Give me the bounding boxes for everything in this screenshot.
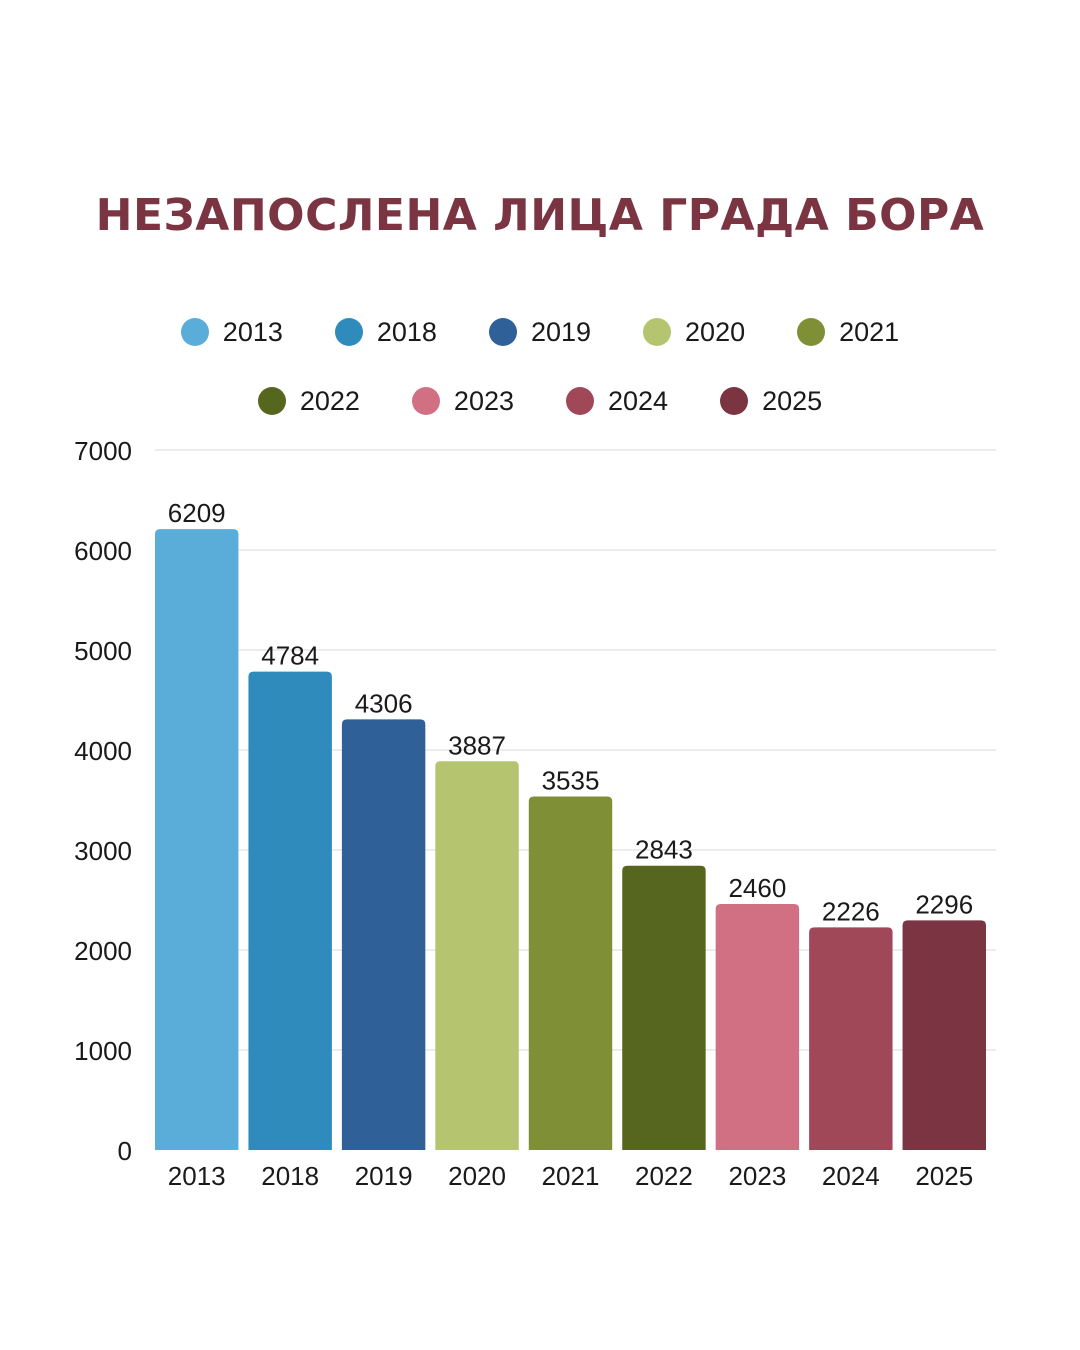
legend-label-2013: 2013 bbox=[222, 316, 283, 347]
data-label-2019: 4306 bbox=[355, 688, 413, 718]
legend-label-2024: 2024 bbox=[608, 385, 669, 416]
bar-2018 bbox=[248, 671, 332, 1150]
y-tick-label-1000: 1000 bbox=[74, 1036, 132, 1066]
y-tick-label-5000: 5000 bbox=[74, 636, 132, 666]
legend-item-2020: 2020 bbox=[643, 314, 745, 350]
x-tick-label-2022: 2022 bbox=[635, 1161, 693, 1191]
y-tick-label-0: 0 bbox=[118, 1136, 132, 1166]
bar-2024 bbox=[809, 927, 893, 1150]
legend-swatch-2013 bbox=[180, 318, 209, 346]
legend-item-2019: 2019 bbox=[488, 314, 592, 350]
bar-2019 bbox=[341, 719, 426, 1150]
legend-swatch-2025 bbox=[720, 387, 749, 415]
x-tick-label-2023: 2023 bbox=[728, 1161, 786, 1191]
bar-2022 bbox=[622, 865, 706, 1150]
legend-item-2021: 2021 bbox=[797, 314, 899, 350]
data-label-2021: 3535 bbox=[542, 766, 600, 796]
legend-row-1: 2013 2018 2019 2020 2021 bbox=[0, 314, 1080, 350]
legend-item-2018: 2018 bbox=[334, 314, 437, 350]
data-label-2022: 2843 bbox=[635, 835, 693, 865]
legend-label-2021: 2021 bbox=[839, 316, 900, 347]
data-label-2025: 2296 bbox=[915, 889, 973, 919]
bar-2023 bbox=[715, 904, 800, 1150]
data-label-2023: 2460 bbox=[728, 873, 786, 903]
x-tick-label-2018: 2018 bbox=[261, 1161, 319, 1191]
legend-swatch-2019 bbox=[488, 318, 517, 346]
chart-title: НЕЗАПОСЛЕНА ЛИЦА ГРАДА БОРА bbox=[95, 190, 985, 241]
data-label-2013: 6209 bbox=[168, 498, 226, 528]
x-tick-label-2013: 2013 bbox=[168, 1161, 226, 1191]
legend-item-2025: 2025 bbox=[720, 383, 822, 419]
legend-label-2020: 2020 bbox=[685, 316, 746, 347]
legend-item-2024: 2024 bbox=[566, 383, 668, 419]
legend-swatch-2021 bbox=[797, 318, 826, 346]
x-tick-label-2021: 2021 bbox=[542, 1161, 600, 1191]
x-tick-label-2025: 2025 bbox=[915, 1161, 973, 1191]
data-label-2024: 2226 bbox=[822, 896, 880, 926]
legend-swatch-2018 bbox=[334, 318, 363, 346]
data-label-2020: 3887 bbox=[448, 730, 506, 760]
y-tick-label-7000: 7000 bbox=[74, 436, 132, 466]
bar-2013 bbox=[155, 529, 239, 1150]
legend-swatch-2023 bbox=[411, 387, 440, 415]
y-tick-label-2000: 2000 bbox=[74, 936, 132, 966]
legend-item-2013: 2013 bbox=[180, 314, 283, 350]
legend-label-2023: 2023 bbox=[453, 385, 514, 416]
legend-label-2019: 2019 bbox=[530, 316, 592, 347]
bar-2025 bbox=[902, 920, 986, 1150]
legend-label-2018: 2018 bbox=[376, 316, 437, 347]
legend-swatch-2022 bbox=[257, 387, 286, 415]
legend-item-2023: 2023 bbox=[411, 383, 514, 419]
y-tick-label-6000: 6000 bbox=[74, 536, 132, 566]
y-tick-label-3000: 3000 bbox=[74, 836, 132, 866]
x-tick-label-2019: 2019 bbox=[355, 1161, 413, 1191]
bar-2021 bbox=[528, 796, 613, 1150]
legend-swatch-2024 bbox=[566, 387, 594, 415]
legend-row-2: 2022 2023 2024 2025 bbox=[0, 383, 1080, 419]
legend-swatch-2020 bbox=[643, 318, 672, 346]
data-label-2018: 4784 bbox=[261, 641, 319, 671]
y-tick-label-4000: 4000 bbox=[74, 736, 132, 766]
x-tick-label-2020: 2020 bbox=[448, 1161, 506, 1191]
legend-label-2022: 2022 bbox=[299, 385, 360, 416]
legend-item-2022: 2022 bbox=[257, 383, 360, 419]
legend-label-2025: 2025 bbox=[762, 385, 823, 416]
bar-2020 bbox=[435, 761, 519, 1150]
x-tick-label-2024: 2024 bbox=[822, 1161, 880, 1191]
